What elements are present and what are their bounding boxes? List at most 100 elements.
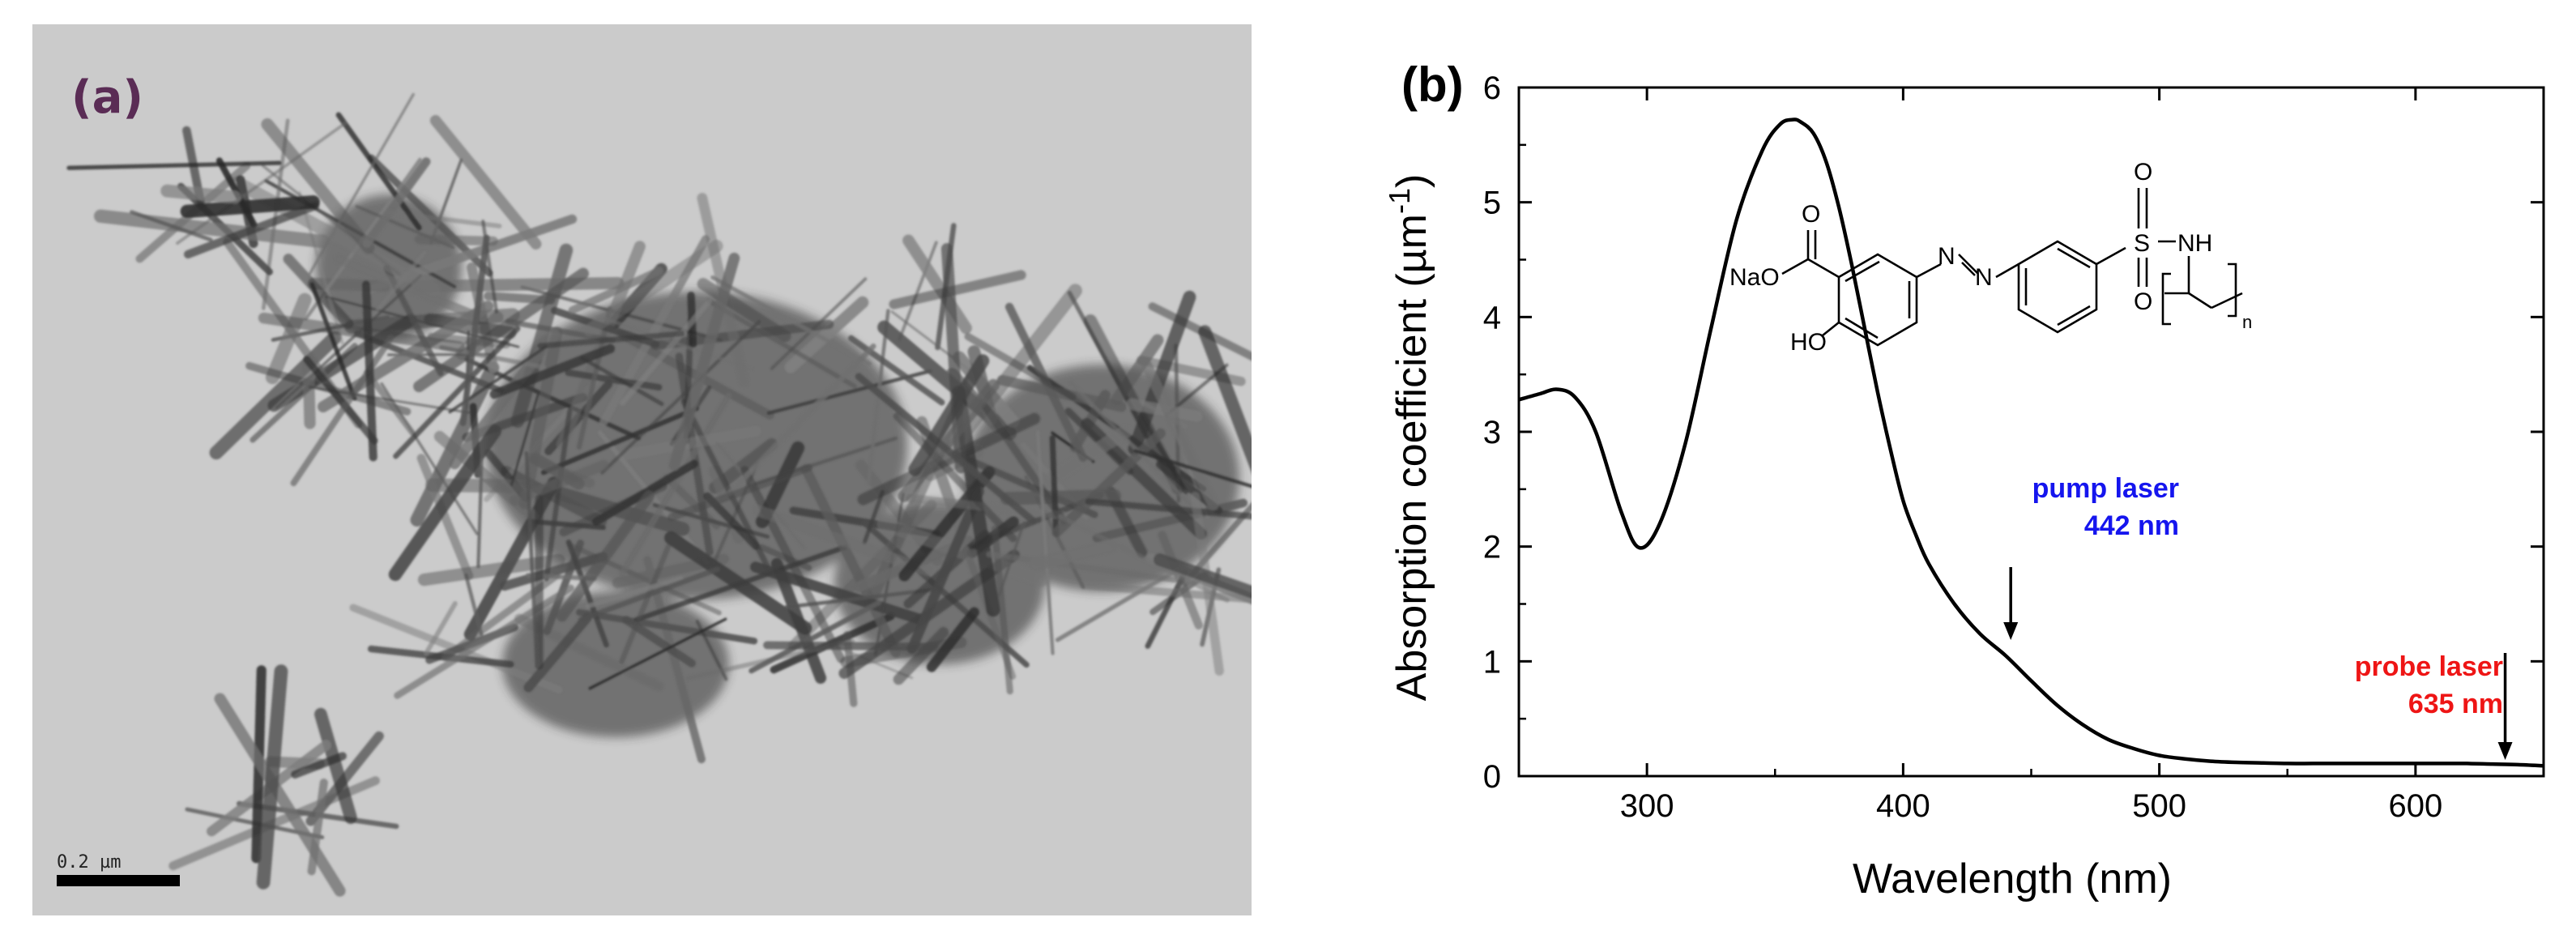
nanorod xyxy=(476,457,484,569)
nanorod xyxy=(855,373,1037,525)
nanorod xyxy=(256,664,288,890)
nanorod xyxy=(309,282,357,401)
x-tick-label-500: 500 xyxy=(2132,788,2186,824)
nanorod xyxy=(449,328,560,470)
nanorod xyxy=(697,278,791,343)
ring-double-bond-1 xyxy=(1845,260,1880,283)
nanorod xyxy=(981,403,1068,525)
tem-micrograph: (a) 0.2 µm xyxy=(32,24,1252,915)
nanorod xyxy=(518,326,563,510)
laser-arrows xyxy=(2003,567,2513,760)
nanorod xyxy=(568,267,663,314)
nanorod xyxy=(1148,302,1252,361)
benzene-double-3 xyxy=(2057,305,2091,326)
x-tick-label-300: 300 xyxy=(1620,788,1674,824)
nanorod xyxy=(130,210,213,242)
nanorod xyxy=(429,115,542,250)
nanorod xyxy=(160,184,241,204)
ester-o-bond xyxy=(1781,258,1809,275)
nanorod xyxy=(620,425,761,460)
nanorod xyxy=(414,234,498,246)
nanorod xyxy=(893,627,949,685)
nanorod xyxy=(964,332,1077,401)
label-carbonyl-o: O xyxy=(1802,201,1820,228)
nanorod xyxy=(750,561,925,625)
nanorod xyxy=(997,521,1026,597)
probe-laser-annotation: probe laser 635 nm xyxy=(2179,648,2503,723)
nanorod xyxy=(680,399,770,570)
nanorod xyxy=(1198,325,1252,473)
backbone-mid xyxy=(2188,292,2212,309)
nanorod xyxy=(283,254,354,330)
nanorod xyxy=(510,390,540,486)
nanorod xyxy=(416,454,474,581)
nanorod xyxy=(770,277,868,370)
nanorod xyxy=(93,209,331,249)
plot-axes: 300 400 500 600 0 1 2 3 4 5 6 xyxy=(1483,70,2545,824)
scale-bar-label: 0.2 µm xyxy=(57,852,122,873)
nanorod xyxy=(258,312,465,353)
y-tick-label-3: 3 xyxy=(1483,415,1501,450)
nanorod xyxy=(600,319,761,475)
nanorod xyxy=(862,489,885,544)
nanorod xyxy=(580,356,664,407)
nanorod xyxy=(393,326,521,459)
nanorod xyxy=(619,298,712,406)
nanorod xyxy=(500,552,608,591)
label-sulfonyl-o-top: O xyxy=(2134,159,2152,186)
azo-polymer-structure xyxy=(1781,188,2243,347)
nanorod xyxy=(727,343,876,496)
molecule-labels: O NaO N N HO O S O NH n xyxy=(1729,159,2252,356)
nanorod xyxy=(1190,492,1224,676)
absorption-spectrum-chart: 300 400 500 600 0 1 2 3 4 5 6 Wavelength (nm) Abso… xyxy=(1383,70,2545,902)
azo-bond-1 xyxy=(1916,262,1942,279)
y-tick-label-5: 5 xyxy=(1483,186,1501,221)
nanorod xyxy=(986,551,1178,583)
nanorod xyxy=(261,117,375,254)
pump-arrow-head xyxy=(2003,622,2019,640)
nanorod xyxy=(556,490,655,622)
nanorod xyxy=(265,292,312,385)
nanorod xyxy=(578,566,720,623)
probe-arrow-head xyxy=(2497,742,2513,760)
nanorod xyxy=(334,254,476,319)
panel-label-b: (b) xyxy=(1401,58,1464,112)
nanorod xyxy=(303,356,378,445)
label-nao: NaO xyxy=(1729,264,1780,291)
nanorod xyxy=(1049,435,1060,537)
nanorod xyxy=(325,295,520,348)
nanorod xyxy=(290,335,395,487)
repeat-bracket-left xyxy=(2161,272,2171,326)
nanorod xyxy=(302,359,316,429)
nanorod xyxy=(367,645,514,668)
nanorod xyxy=(906,486,984,655)
backbone-right xyxy=(2211,292,2243,309)
nanorod xyxy=(753,505,933,577)
y-tick-label-0: 0 xyxy=(1483,759,1501,795)
nanorod xyxy=(544,408,573,582)
nanorod xyxy=(1028,540,1118,571)
nanorod xyxy=(291,752,347,779)
nanorod xyxy=(66,160,282,170)
azo-double-2 xyxy=(1961,262,1976,276)
nanorod xyxy=(1133,449,1252,489)
nanorod-cluster-image xyxy=(32,24,1252,915)
absorption-chart-panel: (b) 300 400 500 600 0 1 2 3 4 5 6 Wavelength (nm) … xyxy=(1329,0,2576,943)
nanorod xyxy=(361,280,377,462)
nanorod xyxy=(275,274,422,409)
nanorod xyxy=(952,450,1098,518)
nanorod xyxy=(763,641,939,651)
nanorod xyxy=(585,576,684,609)
nanorod xyxy=(603,317,753,371)
nanorod xyxy=(618,392,732,577)
label-hydroxyl: HO xyxy=(1790,329,1827,356)
carboxyl-bond xyxy=(1807,258,1840,279)
nanorod xyxy=(214,693,346,897)
salicylate-ring xyxy=(1837,253,1918,347)
absorption-curve xyxy=(1518,117,2544,768)
nanorod xyxy=(388,425,502,582)
nanorod xyxy=(553,486,690,536)
y-tick-label-2: 2 xyxy=(1483,530,1501,565)
nanorod xyxy=(667,463,813,522)
nanorod xyxy=(425,478,531,493)
